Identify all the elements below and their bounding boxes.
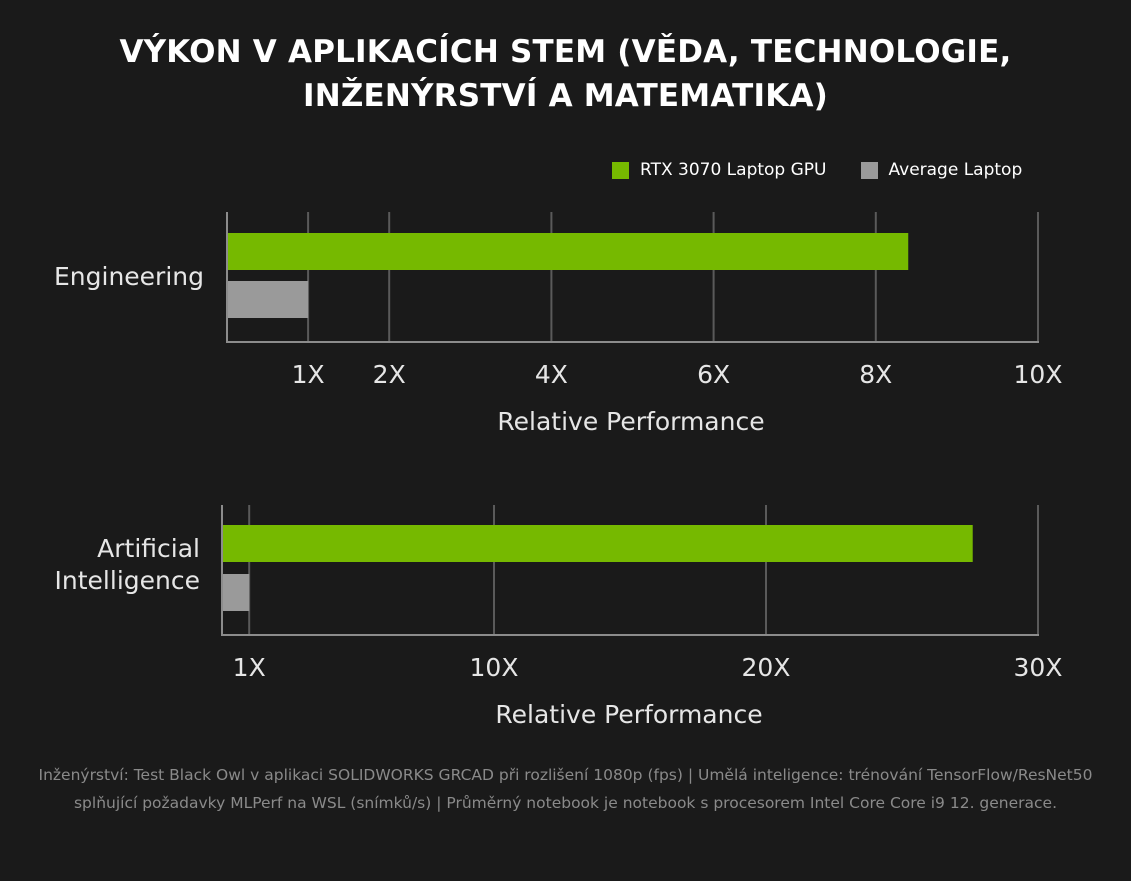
bar-average <box>228 281 309 318</box>
tick-label: 8X <box>859 360 892 389</box>
tick-label: 20X <box>742 653 791 682</box>
bar-rtx <box>223 525 973 562</box>
tick-label: 2X <box>373 360 406 389</box>
tick-label: 30X <box>1014 653 1063 682</box>
page-title-line: VÝKON V APLIKACÍCH STEM (VĚDA, TECHNOLOG… <box>119 34 1012 70</box>
legend-item-average: Average Laptop <box>860 160 1023 180</box>
tick-label: 10X <box>1014 360 1063 389</box>
legend-label-rtx: RTX 3070 Laptop GPU <box>640 160 827 180</box>
legend-swatch-rtx <box>612 161 629 179</box>
category-label: Intelligence <box>55 566 200 595</box>
tick-label: 10X <box>470 653 519 682</box>
category-label: Artificial <box>97 534 200 563</box>
tick-label: 4X <box>535 360 568 389</box>
page-title: VÝKON V APLIKACÍCH STEM (VĚDA, TECHNOLOG… <box>60 30 1071 118</box>
legend-swatch-average <box>860 161 878 179</box>
footnote: Inženýrství: Test Black Owl v aplikaci S… <box>38 766 1093 812</box>
legend-label-average: Average Laptop <box>888 160 1023 180</box>
page-title-line: INŽENÝRSTVÍ A MATEMATIKA) <box>302 78 829 114</box>
x-axis-title: Relative Performance <box>495 700 762 729</box>
x-axis-title: Relative Performance <box>497 407 764 436</box>
tick-label: 1X <box>233 653 266 682</box>
legend-item-rtx: RTX 3070 Laptop GPU <box>612 160 827 180</box>
tick-label: 1X <box>292 360 325 389</box>
chart-legend: RTX 3070 Laptop GPU Average Laptop <box>612 160 1022 180</box>
bar-rtx <box>228 233 909 270</box>
category-label: Engineering <box>54 262 204 291</box>
bar-average <box>223 574 250 611</box>
tick-label: 6X <box>697 360 730 389</box>
